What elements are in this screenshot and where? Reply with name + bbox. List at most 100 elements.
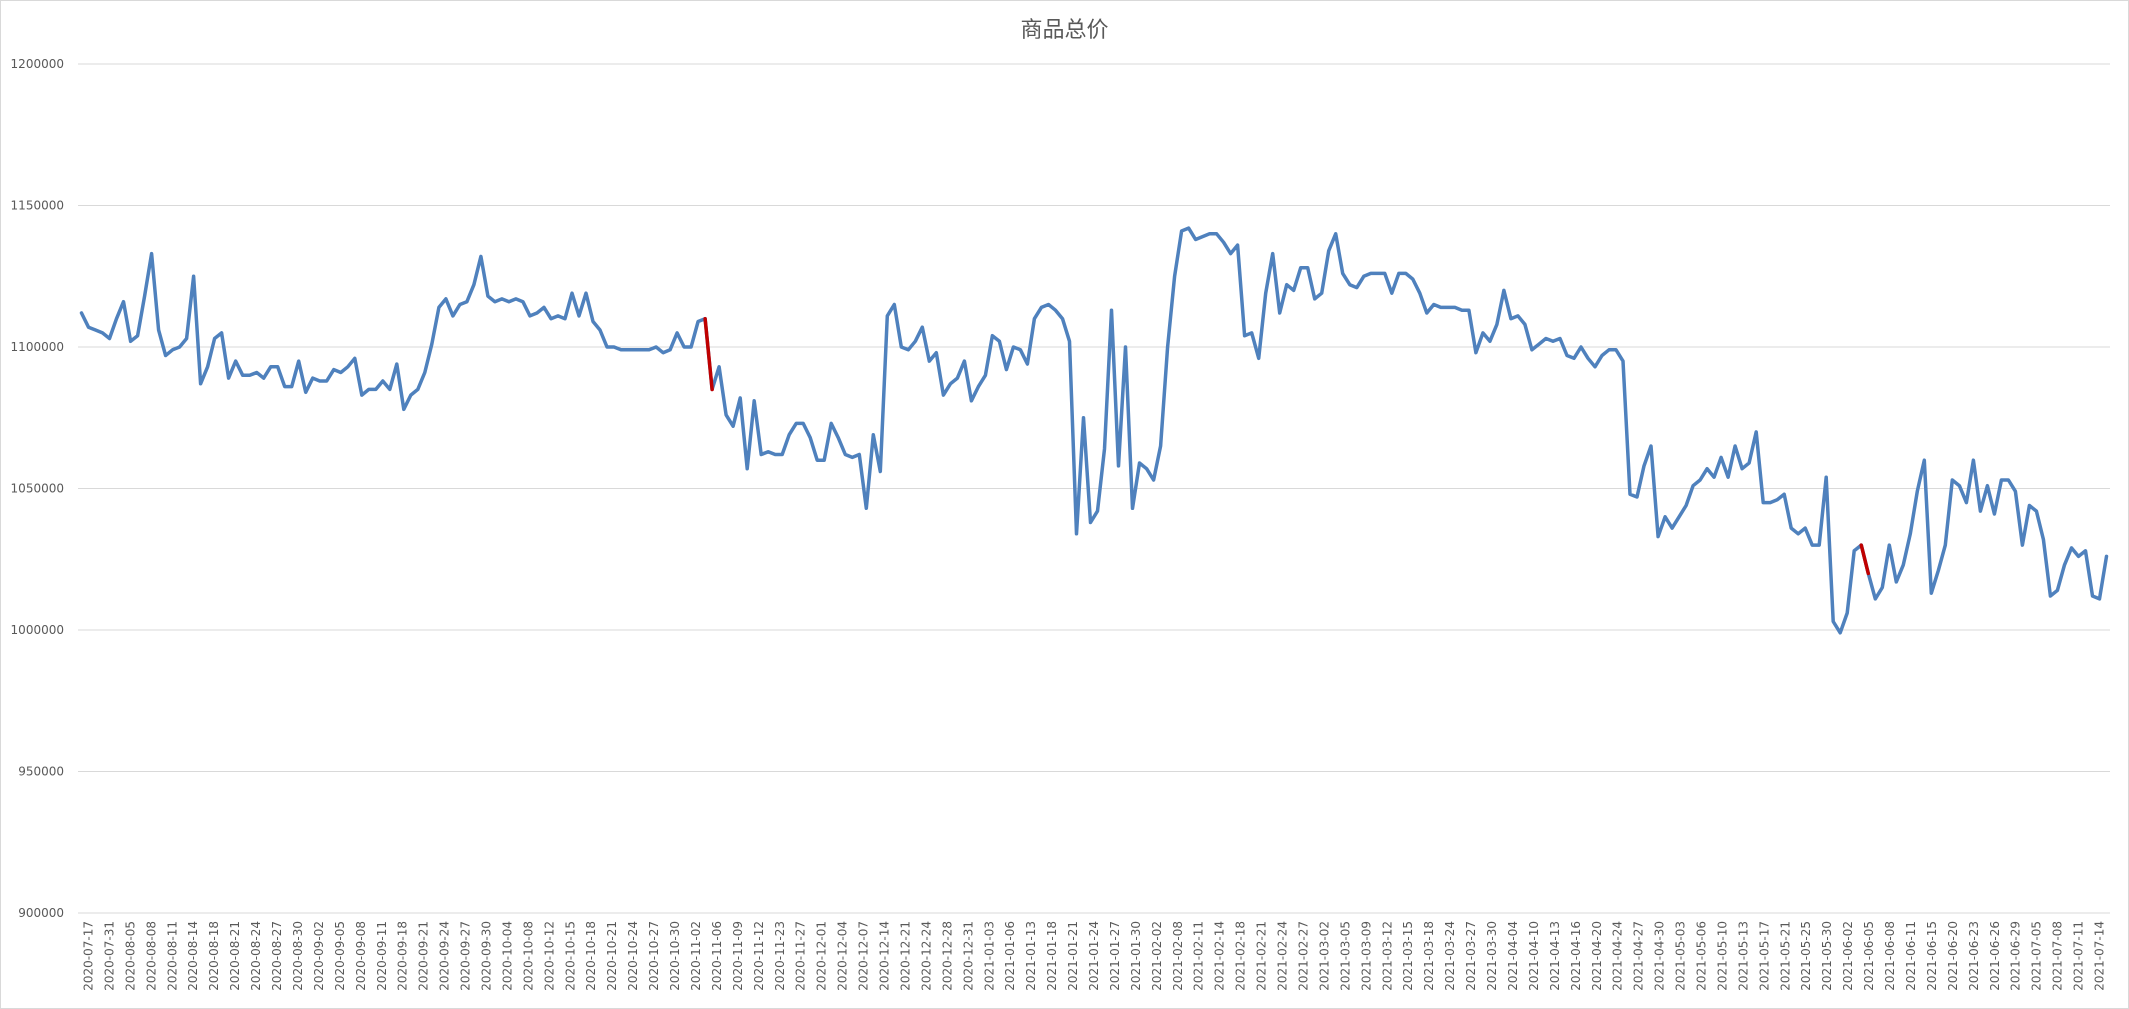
x-tick-label: 2021-02-27 xyxy=(1297,921,1311,991)
gridlines xyxy=(78,63,2110,914)
x-tick-label: 2021-03-05 xyxy=(1338,921,1352,991)
x-tick-label: 2021-03-18 xyxy=(1422,921,1436,991)
x-tick-label: 2020-11-09 xyxy=(731,921,745,991)
x-tick-label: 2021-03-12 xyxy=(1380,921,1394,991)
x-tick-label: 2021-02-24 xyxy=(1276,921,1290,991)
x-tick-label: 2020-07-17 xyxy=(82,921,96,991)
x-tick-label: 2021-05-17 xyxy=(1757,921,1771,991)
x-tick-label: 2020-08-08 xyxy=(144,921,158,991)
y-tick-label: 1100000 xyxy=(11,340,64,354)
x-tick-label: 2020-08-14 xyxy=(186,921,200,991)
x-tick-label: 2020-10-12 xyxy=(542,921,556,991)
x-tick-label: 2021-01-06 xyxy=(1003,921,1017,991)
x-tick-label: 2021-03-24 xyxy=(1443,921,1457,991)
x-tick-label: 2020-12-21 xyxy=(899,921,913,991)
x-tick-label: 2020-09-18 xyxy=(396,921,410,991)
x-tick-label: 2021-01-24 xyxy=(1087,921,1101,991)
x-tick-label: 2020-12-07 xyxy=(857,921,871,991)
x-tick-label: 2020-08-05 xyxy=(123,921,137,991)
x-tick-label: 2021-07-08 xyxy=(2051,921,2065,991)
x-tick-label: 2021-02-02 xyxy=(1150,921,1164,991)
highlight-segment-0 xyxy=(703,316,714,392)
x-tick-label: 2021-06-20 xyxy=(1946,921,1960,991)
y-tick-label: 1200000 xyxy=(11,57,64,71)
series-layer xyxy=(79,226,2109,635)
x-tick-label: 2021-06-23 xyxy=(1967,921,1981,991)
x-tick-label: 2020-09-24 xyxy=(438,921,452,991)
x-tick-label: 2021-02-11 xyxy=(1192,921,1206,991)
x-tick-label: 2021-02-08 xyxy=(1171,921,1185,991)
x-tick-label: 2020-08-27 xyxy=(270,921,284,991)
x-tick-label: 2021-02-21 xyxy=(1255,921,1269,991)
x-tick-label: 2021-04-10 xyxy=(1527,921,1541,991)
x-tick-label: 2021-06-26 xyxy=(1988,921,2002,991)
x-tick-label: 2020-08-18 xyxy=(207,921,221,991)
x-tick-label: 2020-08-24 xyxy=(249,921,263,991)
x-tick-label: 2020-09-11 xyxy=(375,921,389,991)
y-tick-label: 1050000 xyxy=(11,482,64,496)
x-tick-label: 2021-01-13 xyxy=(1024,921,1038,991)
x-tick-label: 2021-02-18 xyxy=(1234,921,1248,991)
x-tick-label: 2020-09-02 xyxy=(312,921,326,991)
x-tick-label: 2020-12-14 xyxy=(878,921,892,991)
x-tick-label: 2021-05-10 xyxy=(1716,921,1730,991)
x-tick-label: 2020-09-05 xyxy=(333,921,347,991)
x-tick-label: 2021-06-08 xyxy=(1883,921,1897,991)
y-axis: 900000 950000 1000000 1050000 1100000 1150000… xyxy=(11,57,64,920)
x-tick-label: 2020-12-24 xyxy=(919,921,933,991)
x-tick-label: 2020-11-12 xyxy=(752,921,766,991)
x-tick-label: 2021-03-02 xyxy=(1317,921,1331,991)
x-tick-label: 2020-10-27 xyxy=(647,921,661,991)
x-tick-label: 2020-10-04 xyxy=(500,921,514,991)
x-tick-label: 2021-04-13 xyxy=(1548,921,1562,991)
x-tick-label: 2020-10-30 xyxy=(668,921,682,991)
x-tick-label: 2021-05-13 xyxy=(1736,921,1750,991)
x-tick-label: 2020-12-04 xyxy=(836,921,850,991)
x-tick-label: 2021-07-05 xyxy=(2030,921,2044,991)
x-tick-label: 2021-02-14 xyxy=(1213,921,1227,991)
x-tick-label: 2021-03-09 xyxy=(1359,921,1373,991)
x-tick-label: 2020-12-31 xyxy=(961,921,975,991)
x-tick-label: 2020-09-27 xyxy=(459,921,473,991)
x-tick-label: 2021-01-27 xyxy=(1108,921,1122,991)
x-tick-label: 2021-01-30 xyxy=(1129,921,1143,991)
x-tick-label: 2021-05-06 xyxy=(1695,921,1709,991)
x-tick-label: 2021-04-16 xyxy=(1569,921,1583,991)
x-tick-label: 2021-04-30 xyxy=(1653,921,1667,991)
chart-title: 商品总价 xyxy=(1020,18,1109,43)
highlight-segment-1 xyxy=(1859,543,1871,576)
x-tick-label: 2020-12-01 xyxy=(815,921,829,991)
x-tick-label: 2020-10-18 xyxy=(584,921,598,991)
x-tick-label: 2021-04-20 xyxy=(1590,921,1604,991)
x-tick-label: 2020-10-15 xyxy=(563,921,577,991)
y-tick-label: 1150000 xyxy=(11,199,64,213)
x-tick-label: 2020-11-06 xyxy=(710,921,724,991)
x-tick-label: 2020-09-08 xyxy=(354,921,368,991)
x-tick-label: 2021-06-02 xyxy=(1841,921,1855,991)
x-tick-label: 2020-08-21 xyxy=(228,921,242,991)
x-tick-label: 2020-10-21 xyxy=(605,921,619,991)
x-tick-label: 2021-01-03 xyxy=(982,921,996,991)
x-tick-label: 2021-01-18 xyxy=(1045,921,1059,991)
x-tick-label: 2021-06-05 xyxy=(1862,921,1876,991)
x-tick-label: 2020-07-31 xyxy=(102,921,116,991)
x-tick-label: 2020-10-24 xyxy=(626,921,640,991)
x-tick-label: 2020-08-11 xyxy=(165,921,179,991)
x-tick-label: 2021-05-03 xyxy=(1674,921,1688,991)
y-tick-label: 950000 xyxy=(18,765,64,779)
x-tick-label: 2021-05-21 xyxy=(1778,921,1792,991)
x-tick-label: 2021-03-30 xyxy=(1485,921,1499,991)
y-tick-label: 1000000 xyxy=(11,623,64,637)
x-tick-label: 2021-03-27 xyxy=(1464,921,1478,991)
y-tick-label: 900000 xyxy=(18,906,64,920)
x-tick-label: 2021-05-25 xyxy=(1799,921,1813,991)
x-tick-label: 2021-04-24 xyxy=(1611,921,1625,991)
x-tick-label: 2021-04-27 xyxy=(1632,921,1646,991)
x-tick-label: 2020-12-28 xyxy=(940,921,954,991)
x-tick-label: 2020-09-30 xyxy=(480,921,494,991)
x-tick-label: 2021-04-04 xyxy=(1506,921,1520,991)
x-tick-label: 2021-06-15 xyxy=(1925,921,1939,991)
x-tick-label: 2020-09-21 xyxy=(417,921,431,991)
